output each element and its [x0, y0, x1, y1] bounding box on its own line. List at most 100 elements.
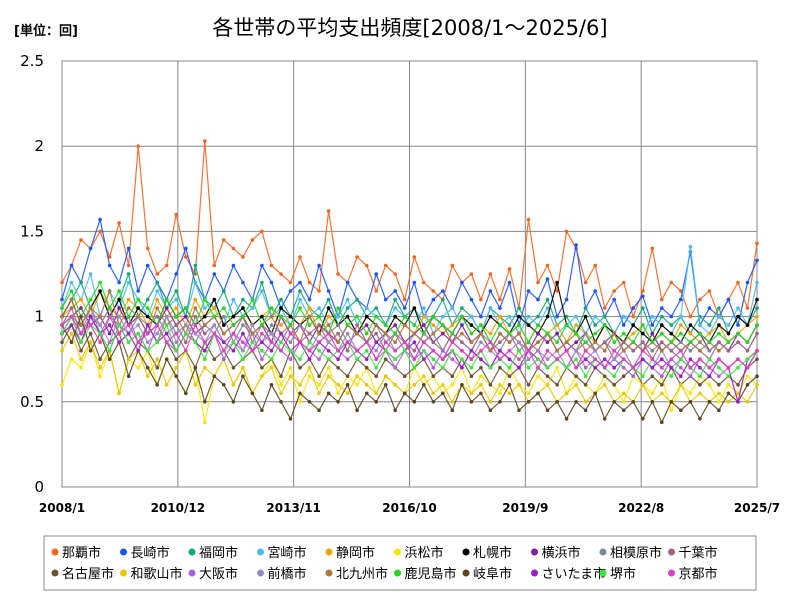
data-point: [79, 306, 83, 310]
data-point: [679, 314, 683, 319]
data-point: [117, 340, 121, 345]
data-point: [517, 357, 521, 362]
data-point: [593, 365, 597, 370]
data-point: [307, 374, 312, 379]
data-point: [222, 323, 226, 327]
legend-marker: [325, 569, 333, 577]
data-point: [203, 357, 207, 362]
data-point: [422, 348, 426, 353]
data-point: [583, 348, 588, 353]
data-point: [155, 357, 159, 362]
data-point: [698, 365, 702, 370]
data-point: [174, 374, 178, 379]
data-point: [621, 365, 626, 370]
data-point: [688, 244, 693, 249]
data-point: [383, 323, 388, 327]
data-point: [612, 400, 616, 404]
legend-marker: [668, 548, 675, 556]
data-point: [98, 229, 102, 234]
data-point: [688, 348, 693, 353]
data-point: [117, 323, 121, 327]
data-point: [526, 365, 531, 370]
data-point: [402, 340, 407, 345]
data-point: [679, 297, 683, 302]
data-point: [726, 348, 731, 353]
data-point: [650, 340, 655, 345]
data-point: [155, 314, 159, 319]
data-point: [241, 306, 245, 310]
data-point: [517, 348, 521, 353]
data-point: [460, 314, 464, 319]
legend-marker: [51, 548, 59, 556]
data-point: [574, 331, 578, 336]
data-point: [431, 323, 436, 327]
data-point: [250, 331, 255, 336]
data-point: [212, 263, 217, 268]
data-point: [412, 331, 417, 336]
data-point: [545, 263, 550, 268]
data-point: [402, 297, 407, 302]
legend-marker: [531, 569, 538, 577]
data-point: [231, 246, 236, 251]
data-point: [688, 365, 693, 370]
data-point: [279, 383, 283, 387]
data-point: [203, 365, 207, 370]
data-point: [136, 348, 140, 353]
data-point: [745, 374, 750, 379]
legend-marker: [257, 548, 264, 556]
data-point: [374, 391, 379, 396]
data-point: [450, 306, 455, 310]
data-point: [402, 306, 407, 310]
data-point: [669, 280, 674, 285]
data-point: [374, 357, 379, 362]
data-point: [317, 263, 321, 268]
data-point: [374, 306, 379, 310]
data-point: [355, 357, 359, 362]
data-point: [621, 400, 626, 404]
series-line: [61, 289, 758, 352]
data-point: [307, 400, 312, 404]
data-point: [88, 331, 93, 336]
data-point: [460, 331, 464, 336]
data-point: [460, 340, 464, 345]
y-tick-label: 0: [34, 478, 44, 496]
data-point: [326, 209, 331, 213]
legend-marker: [120, 569, 127, 577]
data-point: [212, 323, 217, 327]
data-point: [155, 297, 159, 302]
data-point: [203, 323, 207, 327]
data-point: [364, 357, 369, 362]
data-point: [441, 289, 445, 293]
data-point: [98, 340, 102, 345]
data-point: [583, 365, 588, 370]
data-point: [269, 348, 274, 353]
data-point: [545, 331, 550, 336]
data-point: [650, 348, 655, 353]
data-point: [298, 391, 302, 396]
data-point: [250, 238, 255, 242]
data-point: [355, 408, 359, 413]
legend-label: 大阪市: [199, 566, 238, 582]
data-point: [98, 217, 102, 222]
data-point: [583, 331, 588, 336]
data-point: [164, 314, 169, 319]
data-point: [698, 297, 702, 302]
data-point: [517, 340, 521, 345]
data-point: [79, 314, 83, 319]
data-point: [726, 340, 731, 345]
data-point: [412, 348, 417, 353]
data-point: [79, 323, 83, 327]
data-point: [317, 348, 321, 353]
data-point: [174, 357, 178, 362]
data-point: [536, 297, 540, 302]
data-point: [279, 272, 283, 276]
data-point: [536, 331, 540, 336]
data-point: [488, 306, 493, 310]
data-point: [336, 348, 340, 353]
legend-label: 静岡市: [336, 545, 375, 561]
legend-marker: [462, 569, 470, 577]
data-point: [574, 323, 578, 327]
data-point: [383, 297, 388, 302]
data-point: [488, 289, 493, 293]
